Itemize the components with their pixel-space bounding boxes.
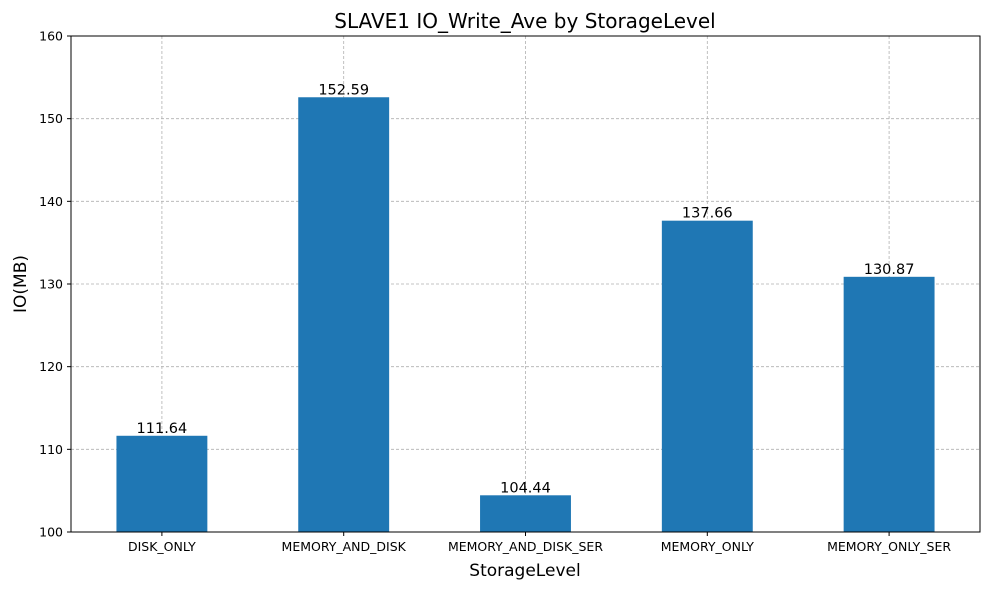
x-axis: DISK_ONLY MEMORY_AND_DISK MEMORY_AND_DISK_… <box>128 532 951 554</box>
bars <box>116 97 935 533</box>
bar <box>116 435 208 532</box>
y-tick-label: 130 <box>39 277 63 292</box>
x-tick-label: DISK_ONLY <box>128 539 196 554</box>
x-axis-label: StorageLevel <box>469 561 580 581</box>
bar-value-label: 130.87 <box>864 262 915 278</box>
y-tick-label: 150 <box>39 111 63 126</box>
y-tick-label: 110 <box>39 442 63 457</box>
y-tick-label: 160 <box>39 29 63 44</box>
y-axis: 100 110 120 130 140 150 160 <box>39 29 71 540</box>
y-tick-label: 100 <box>39 525 63 540</box>
bar <box>298 97 390 533</box>
x-tick-label: MEMORY_AND_DISK <box>282 539 407 554</box>
bar-value-label: 111.64 <box>137 421 188 437</box>
data-labels: 111.64 152.59 104.44 137.66 130.87 <box>137 82 915 496</box>
x-tick-label: MEMORY_AND_DISK_SER <box>448 539 603 554</box>
x-tick-label: MEMORY_ONLY <box>661 539 755 554</box>
y-tick-label: 120 <box>39 359 63 374</box>
bar-value-label: 104.44 <box>500 480 551 496</box>
x-tick-label: MEMORY_ONLY_SER <box>827 539 951 554</box>
y-tick-label: 140 <box>39 194 63 209</box>
bar <box>480 495 571 532</box>
bar-value-label: 152.59 <box>318 82 369 98</box>
bar <box>843 276 935 532</box>
y-axis-label: IO(MB) <box>11 255 31 313</box>
chart-title: SLAVE1 IO_Write_Ave by StorageLevel <box>334 9 715 33</box>
bar-value-label: 137.66 <box>682 206 733 222</box>
bar <box>661 220 753 532</box>
